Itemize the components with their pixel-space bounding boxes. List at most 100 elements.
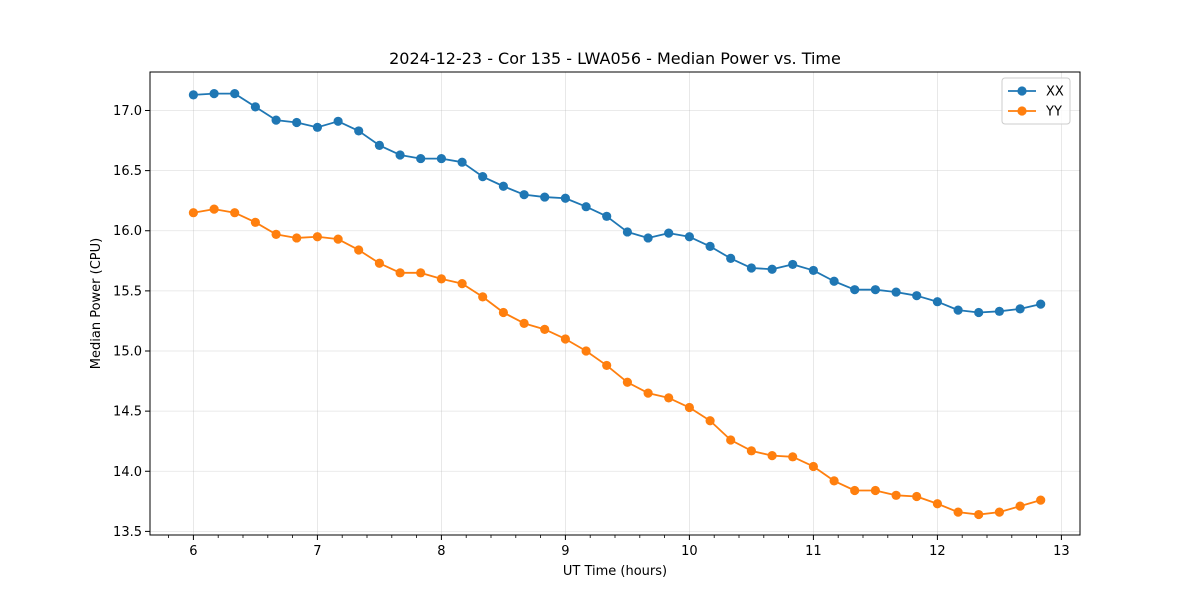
data-point xyxy=(664,228,674,238)
y-tick-label: 15.5 xyxy=(113,284,142,299)
x-tick-label: 7 xyxy=(313,544,321,559)
data-point xyxy=(478,172,488,182)
data-point xyxy=(994,507,1005,517)
data-point xyxy=(850,485,860,496)
data-point xyxy=(374,140,384,150)
data-point xyxy=(850,285,860,295)
data-point xyxy=(457,279,467,289)
data-point xyxy=(932,499,943,509)
x-axis-label: UT Time (hours) xyxy=(563,564,667,579)
legend-label-yy: YY xyxy=(1045,105,1062,120)
data-point xyxy=(519,318,529,328)
series-yy xyxy=(188,204,1046,520)
x-tick-label: 12 xyxy=(929,544,946,559)
data-point xyxy=(767,264,777,274)
data-point xyxy=(891,287,901,297)
data-point xyxy=(498,307,508,318)
y-tick-label: 14.5 xyxy=(113,405,142,420)
ticks: 6 7 8 9 10 11 12 13 13.5 14.0 14.5 15.0 15.5 16.0 16.5… xyxy=(113,104,1070,559)
data-point xyxy=(292,117,302,128)
data-point xyxy=(250,217,260,227)
data-point xyxy=(788,259,798,270)
data-point xyxy=(705,241,715,251)
data-point xyxy=(602,211,612,221)
data-point xyxy=(188,90,198,100)
data-point xyxy=(250,102,260,112)
data-point xyxy=(436,274,446,284)
data-point xyxy=(581,346,591,356)
x-tick-label: 8 xyxy=(437,544,445,559)
data-point xyxy=(829,276,839,286)
data-point xyxy=(1015,304,1025,314)
y-tick-label: 14.0 xyxy=(113,465,142,480)
data-point xyxy=(560,334,571,344)
data-point xyxy=(912,291,922,301)
x-tick-label: 13 xyxy=(1053,544,1070,559)
y-axis-label: Median Power (CPU) xyxy=(89,238,104,369)
data-point xyxy=(540,192,550,202)
data-point xyxy=(519,190,529,200)
data-point xyxy=(932,297,943,307)
data-point xyxy=(829,476,839,486)
data-point xyxy=(788,452,798,462)
data-point xyxy=(726,435,736,445)
data-point xyxy=(478,292,488,302)
data-point xyxy=(664,393,674,403)
data-point xyxy=(581,202,591,212)
data-point xyxy=(891,490,901,500)
data-point xyxy=(271,115,281,125)
x-tick-label: 9 xyxy=(561,544,569,559)
data-point xyxy=(354,126,364,136)
data-point xyxy=(312,232,322,242)
data-point xyxy=(1036,299,1046,309)
data-point xyxy=(436,153,446,164)
data-point xyxy=(333,234,343,244)
x-tick-label: 11 xyxy=(805,544,822,559)
data-point xyxy=(312,122,322,132)
data-point xyxy=(271,229,281,239)
data-point xyxy=(767,451,777,461)
legend-label-xx: XX xyxy=(1046,85,1064,100)
data-point xyxy=(622,227,633,237)
data-point xyxy=(974,509,984,520)
data-point xyxy=(395,268,405,278)
chart-title: 2024-12-23 - Cor 135 - LWA056 - Median P… xyxy=(389,49,841,68)
grid xyxy=(150,72,1080,535)
data-point xyxy=(333,116,343,126)
data-point xyxy=(1036,495,1046,505)
data-point xyxy=(746,446,757,456)
data-point xyxy=(622,377,633,387)
data-point xyxy=(416,268,426,278)
data-point xyxy=(746,263,757,273)
data-point xyxy=(457,157,467,167)
data-point xyxy=(498,181,508,191)
data-point xyxy=(188,208,198,218)
legend: XX YY xyxy=(1001,77,1071,125)
data-point xyxy=(354,245,364,255)
y-tick-label: 13.5 xyxy=(113,525,142,540)
data-point xyxy=(540,324,550,334)
data-point xyxy=(416,153,426,164)
data-point xyxy=(209,204,219,214)
data-point xyxy=(230,208,240,218)
data-point xyxy=(209,89,219,99)
data-point xyxy=(1015,501,1025,511)
x-tick-label: 6 xyxy=(189,544,197,559)
data-point xyxy=(292,233,302,243)
data-point xyxy=(953,507,963,517)
data-point xyxy=(870,485,881,496)
data-point xyxy=(974,307,984,318)
data-point xyxy=(230,89,240,99)
data-point xyxy=(705,416,715,426)
series-layer xyxy=(188,89,1046,520)
data-point xyxy=(395,150,405,160)
data-point xyxy=(560,193,571,203)
series-xx xyxy=(188,89,1046,318)
data-point xyxy=(684,232,695,242)
data-point xyxy=(726,253,736,264)
legend-marker-xx xyxy=(1017,86,1027,96)
data-point xyxy=(374,258,384,268)
y-tick-label: 15.0 xyxy=(113,345,142,360)
data-point xyxy=(870,285,881,295)
